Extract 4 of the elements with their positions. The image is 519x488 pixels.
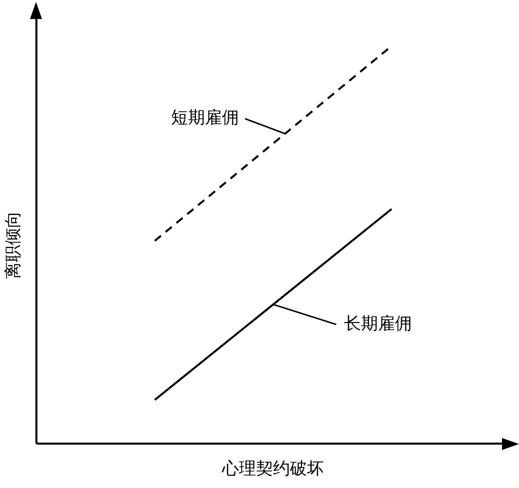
legend-label: 长期雇佣: [344, 314, 412, 334]
y-axis-title: 离职倾向: [4, 210, 24, 279]
series-label: 短期雇佣: [171, 108, 240, 128]
x-axis-title: 心理契约破坏: [221, 459, 324, 480]
